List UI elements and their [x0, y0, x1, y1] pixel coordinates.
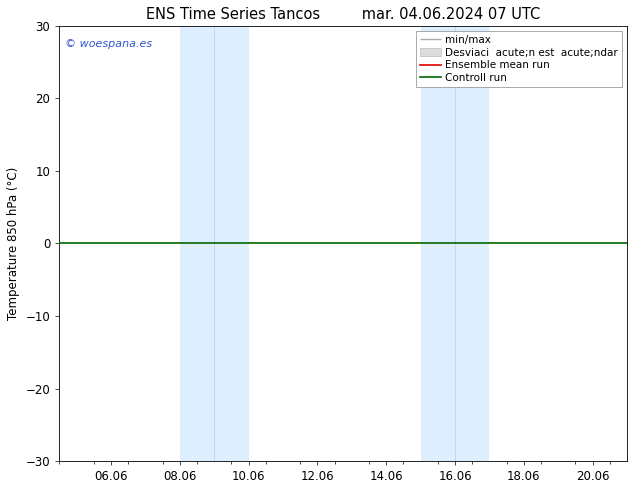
- Bar: [455, 26, 489, 461]
- Bar: [420, 26, 455, 461]
- Bar: [214, 26, 249, 461]
- Title: ENS Time Series Tancos         mar. 04.06.2024 07 UTC: ENS Time Series Tancos mar. 04.06.2024 0…: [146, 7, 540, 22]
- Legend: min/max, Desviaci  acute;n est  acute;ndar, Ensemble mean run, Controll run: min/max, Desviaci acute;n est acute;ndar…: [416, 31, 622, 87]
- Bar: [179, 26, 214, 461]
- Text: © woespana.es: © woespana.es: [65, 39, 152, 49]
- Y-axis label: Temperature 850 hPa (°C): Temperature 850 hPa (°C): [7, 167, 20, 320]
